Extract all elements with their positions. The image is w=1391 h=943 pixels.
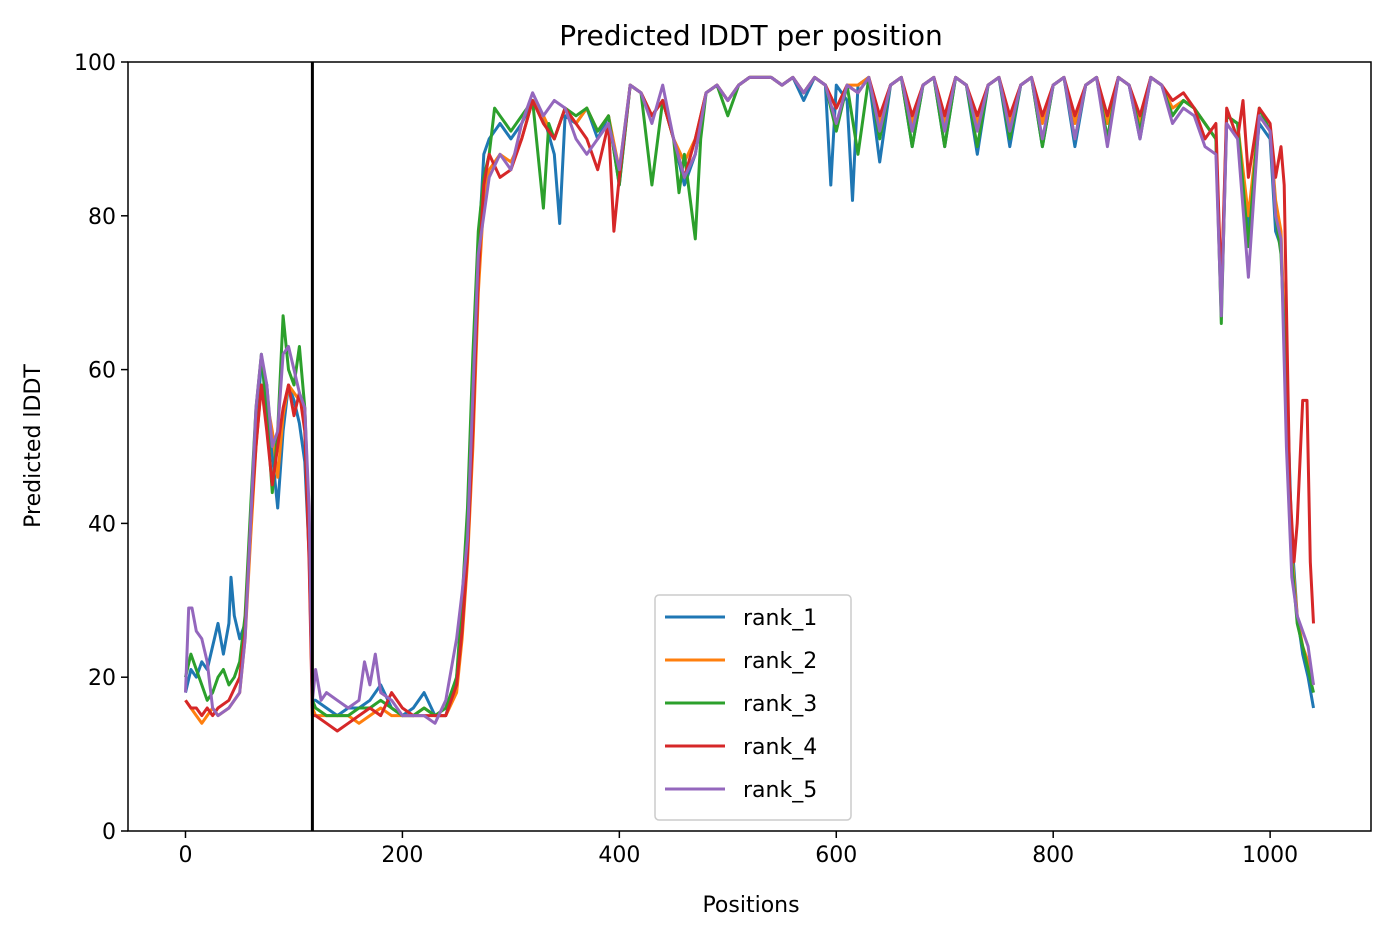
y-tick-label: 60 [88, 359, 116, 384]
y-axis: 0 20 40 60 80 100 [74, 51, 128, 845]
x-tick-label: 600 [815, 843, 857, 868]
y-tick-label: 80 [88, 205, 116, 230]
legend: rank_1 rank_2 rank_3 rank_4 rank_5 [654, 594, 852, 821]
y-tick-label: 100 [74, 51, 116, 76]
legend-label-rank-3: rank_3 [743, 692, 817, 717]
x-axis-label: Positions [702, 893, 799, 918]
x-tick-label: 800 [1032, 843, 1074, 868]
legend-label-rank-4: rank_4 [743, 735, 817, 760]
x-tick-label: 0 [178, 843, 192, 868]
legend-label-rank-1: rank_1 [743, 606, 817, 631]
y-axis-label: Predicted lDDT [21, 364, 46, 528]
y-tick-label: 0 [102, 820, 116, 845]
x-tick-label: 200 [381, 843, 423, 868]
legend-box [654, 594, 852, 821]
series-layer [184, 75, 1315, 733]
axes-frame [127, 61, 1372, 832]
chart-title: Predicted lDDT per position [559, 19, 943, 52]
y-tick-label: 40 [88, 512, 116, 537]
series-line-rank-5 [184, 75, 1315, 725]
legend-label-rank-5: rank_5 [743, 778, 817, 803]
x-axis: 0 200 400 600 800 1000 [178, 831, 1298, 868]
x-tick-label: 400 [598, 843, 640, 868]
legend-label-rank-2: rank_2 [743, 649, 817, 674]
x-tick-label: 1000 [1242, 843, 1298, 868]
y-tick-label: 20 [88, 666, 116, 691]
